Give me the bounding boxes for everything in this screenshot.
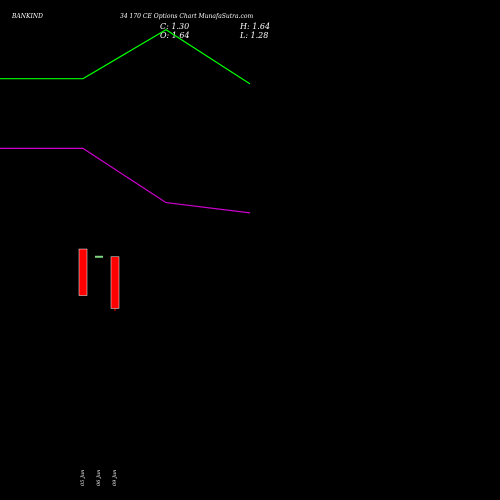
candle-body: [78, 248, 88, 296]
x-tick-label: 06 Jun: [96, 470, 102, 486]
low-value: L: 1.28: [239, 31, 268, 40]
x-axis-labels: 05 Jun 06 Jun 09 Jun: [80, 470, 118, 486]
candle-0: [95, 255, 103, 258]
x-tick-label: 05 Jun: [80, 470, 86, 486]
candle-body: [95, 255, 103, 258]
symbol-label: BANKIND: [11, 13, 43, 20]
candle-1: [78, 248, 88, 296]
candles: [78, 248, 120, 311]
series-line-1: [0, 147, 251, 214]
candle-2: [110, 256, 120, 311]
series-line-0: [0, 28, 251, 85]
candle-body: [110, 256, 120, 309]
indicator-lines: [0, 28, 251, 214]
chart-title: 34 170 CE Options Chart MunafaSutra.com: [120, 13, 254, 20]
high-value: H: 1.64: [239, 22, 270, 31]
x-tick-label: 09 Jun: [112, 470, 118, 486]
close-value: C: 1.30: [160, 22, 189, 31]
